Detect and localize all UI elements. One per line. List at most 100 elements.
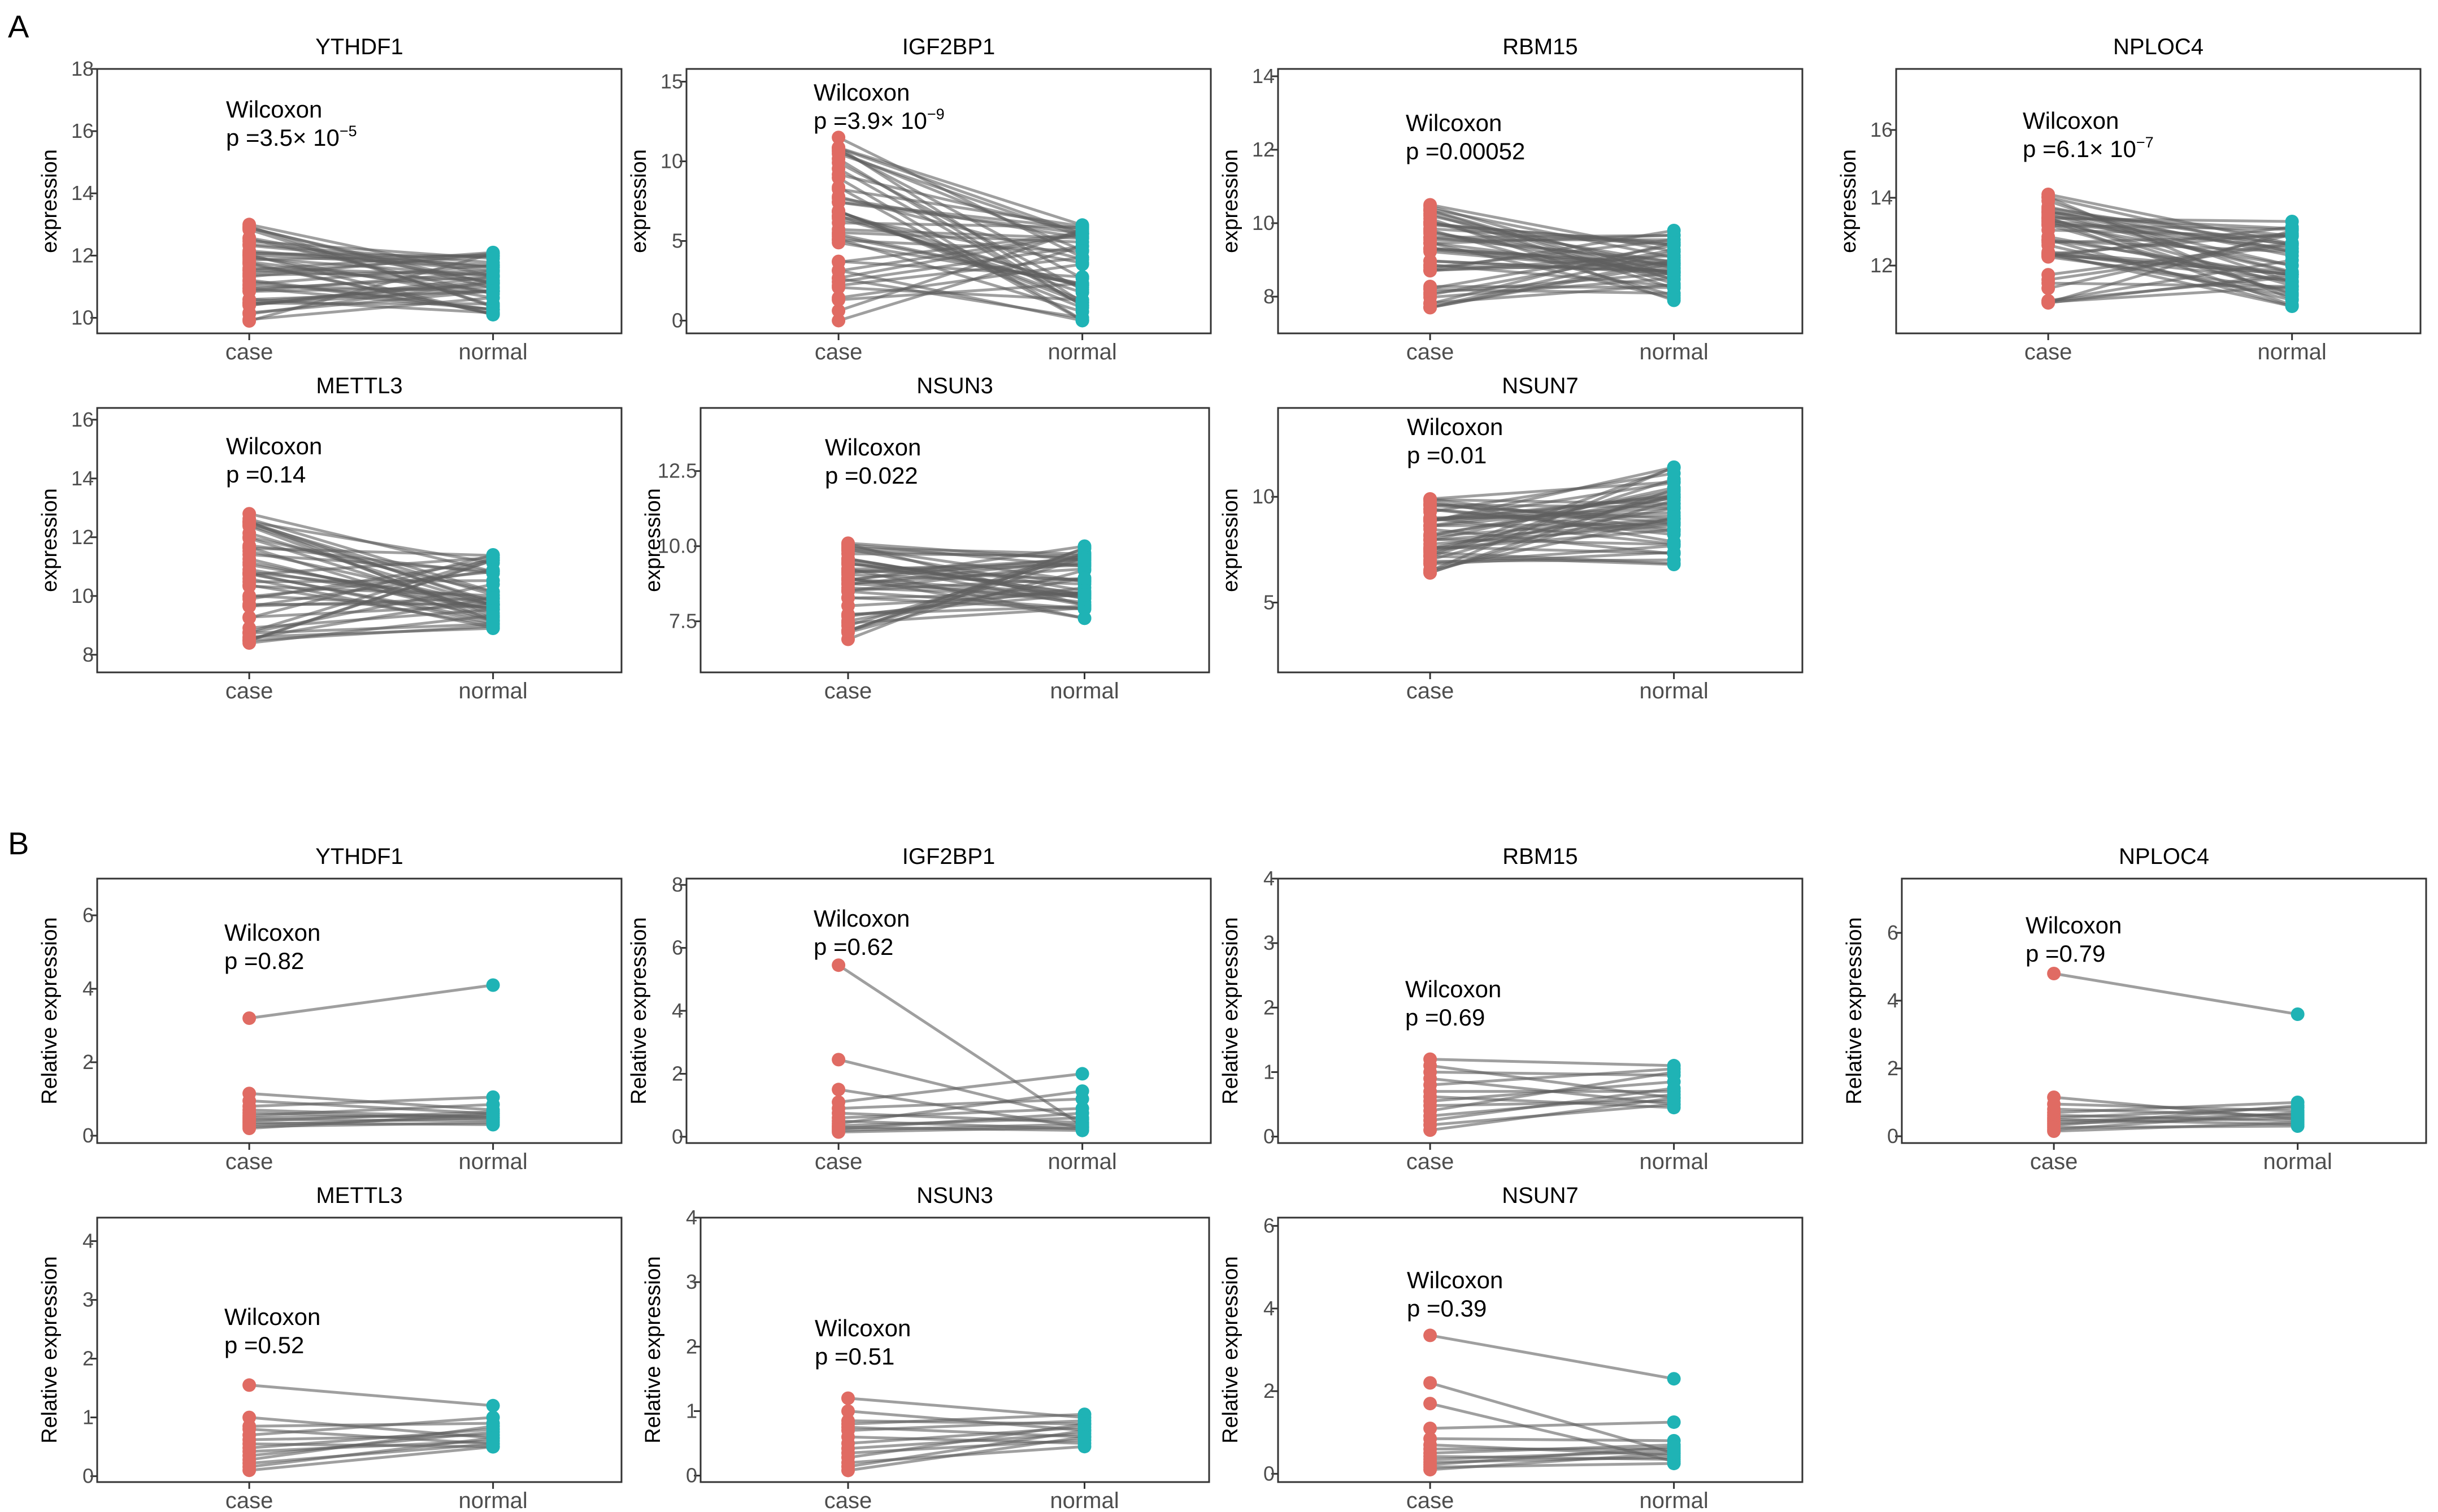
pair-line [247,1103,495,1117]
case-point [242,266,257,280]
normal-point [1667,280,1681,294]
case-point [2041,233,2055,247]
pair-lines [846,541,1086,641]
pair-line [1428,1452,1676,1471]
y-axis-title: expression [38,149,62,253]
pair-line [2046,281,2294,288]
pair-line [1428,537,1676,546]
normal-point [486,573,500,588]
y-axis-title: expression [1219,149,1242,253]
normal-point [1667,1415,1681,1429]
normal-point [1667,557,1681,571]
pair-line [2052,1121,2300,1133]
pair-line [2052,1101,2300,1114]
case-point [832,131,846,145]
pair-line [247,624,495,642]
case-point [242,281,257,295]
pair-line [247,240,495,260]
y-tick-label: 18 [71,57,94,80]
x-tick-label-normal: normal [1048,1149,1117,1174]
case-point [832,293,846,307]
pair-line [247,524,495,618]
plot-frame [96,68,623,334]
pair-line [1428,264,1676,272]
pair-line [1428,1070,1676,1113]
pair-line [846,1409,1086,1432]
pair-line [2046,211,2294,273]
test-label: Wilcoxon [2023,107,2119,134]
case-point [1423,1328,1437,1342]
x-tick-label-case: case [1406,340,1454,364]
pair-line [1428,517,1676,538]
plot-frame [1277,68,1803,334]
pair-line [1428,1381,1676,1455]
case-point [1423,1397,1437,1411]
x-tick-label-case: case [225,340,273,364]
plot-frame [699,407,1210,674]
normal-point [1075,1106,1089,1120]
x-tick-label-case: case [225,1488,273,1512]
pair-line [247,579,495,584]
pair-line [837,1072,1084,1104]
normal-point [486,1398,500,1413]
panel-label-a: A [8,8,29,44]
case-point [2047,967,2061,980]
y-axis-title: Relative expression [38,1256,62,1444]
x-tick-label-case: case [815,340,863,364]
y-tick-label: 15 [660,70,683,93]
case-point [242,1011,257,1025]
test-label: Wilcoxon [226,96,322,123]
plot-title: NSUN3 [916,1183,993,1208]
plot-title: YTHDF1 [315,844,403,869]
pair-line [2052,972,2300,1016]
y-tick-label: 4 [1263,867,1275,890]
pair-line [837,238,1084,253]
y-tick-label: 7.5 [669,610,697,633]
case-point [841,567,855,581]
case-point [1423,494,1437,509]
pair-line [247,1422,495,1428]
pair-line [837,1111,1084,1124]
x-tick-label-case: case [815,1149,863,1174]
y-tick-label: 6 [1887,921,1898,944]
case-point [1423,236,1437,250]
case-point [832,141,846,155]
case-point [2041,190,2055,205]
normal-point [1667,535,1681,549]
pair-line [247,1110,495,1123]
plot-b-nsun3: NSUN3 0 1 2 3 4 case normal Relative expression W… [641,1183,1210,1512]
plot-title: NSUN7 [1502,373,1579,398]
plot-frame [1277,1216,1803,1483]
y-tick-label: 14 [1870,186,1893,209]
pair-line [837,185,1084,322]
pair-line [2046,195,2294,254]
x-tick-label-normal: normal [2263,1149,2332,1174]
plot-b-nsun7: NSUN7 0 2 4 6 case normal Relative expression Wi… [1219,1183,1803,1512]
x-tick-label-normal: normal [459,1149,528,1174]
case-point [242,293,257,307]
pair-line [247,1099,495,1115]
normal-point [1667,1081,1681,1095]
pair-line [247,1424,495,1461]
pair-line [846,558,1086,597]
case-point [1423,1376,1437,1390]
y-tick-label: 8 [1263,285,1275,308]
test-label: Wilcoxon [1406,110,1502,136]
pair-line [837,146,1084,236]
normal-point [1667,497,1681,511]
plot-title: IGF2BP1 [902,844,996,869]
pair-lines [247,984,495,1130]
pair-line [846,576,1086,623]
pair-line [2046,244,2294,302]
y-tick-label: 2 [672,1062,683,1085]
normal-point [1075,1084,1089,1098]
y-tick-label: 0 [1263,1462,1275,1485]
plot-title: YTHDF1 [315,34,403,59]
y-tick-label: 0 [1263,1125,1275,1148]
y-axis-title: expression [641,488,665,592]
x-tick-label-case: case [1406,1488,1454,1512]
plot-frame [1277,877,1803,1144]
y-tick-label: 16 [71,119,94,142]
case-point [242,1122,257,1135]
